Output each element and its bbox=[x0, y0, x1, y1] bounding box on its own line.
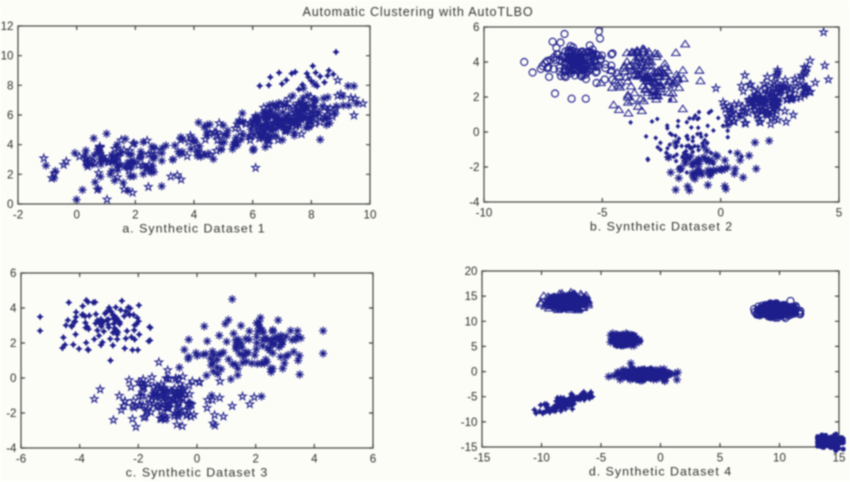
svg-text:6: 6 bbox=[7, 109, 13, 122]
svg-text:b. Synthetic Dataset 2: b. Synthetic Dataset 2 bbox=[590, 220, 733, 234]
svg-text:d. Synthetic Dataset 4: d. Synthetic Dataset 4 bbox=[589, 465, 732, 479]
svg-text:4: 4 bbox=[191, 209, 198, 222]
svg-text:12: 12 bbox=[1, 20, 14, 33]
svg-text:-5: -5 bbox=[597, 207, 607, 220]
svg-text:10: 10 bbox=[773, 452, 786, 465]
svg-text:15: 15 bbox=[465, 290, 478, 303]
svg-text:0: 0 bbox=[73, 209, 79, 222]
svg-text:6: 6 bbox=[10, 267, 16, 280]
svg-text:2: 2 bbox=[473, 91, 479, 104]
svg-text:8: 8 bbox=[308, 209, 314, 222]
svg-text:-10: -10 bbox=[533, 452, 550, 465]
svg-text:4: 4 bbox=[311, 453, 318, 466]
svg-text:c. Synthetic Dataset 3: c. Synthetic Dataset 3 bbox=[126, 466, 269, 480]
svg-text:-15: -15 bbox=[461, 441, 478, 454]
svg-text:2: 2 bbox=[132, 209, 138, 222]
svg-text:2: 2 bbox=[252, 453, 258, 466]
svg-text:6: 6 bbox=[473, 21, 479, 34]
svg-text:2: 2 bbox=[10, 337, 16, 350]
svg-text:2: 2 bbox=[7, 168, 13, 181]
svg-text:-2: -2 bbox=[6, 407, 16, 420]
svg-text:5: 5 bbox=[717, 452, 723, 465]
svg-text:6: 6 bbox=[370, 453, 376, 466]
svg-text:0: 0 bbox=[10, 372, 16, 385]
svg-text:-2: -2 bbox=[133, 453, 143, 466]
svg-text:a. Synthetic Dataset 1: a. Synthetic Dataset 1 bbox=[122, 222, 265, 236]
svg-text:15: 15 bbox=[833, 452, 846, 465]
svg-text:-5: -5 bbox=[596, 452, 606, 465]
svg-text:10: 10 bbox=[465, 315, 478, 328]
svg-text:0: 0 bbox=[194, 453, 200, 466]
svg-text:5: 5 bbox=[471, 340, 477, 353]
svg-text:10: 10 bbox=[1, 50, 14, 63]
svg-text:-2: -2 bbox=[13, 209, 23, 222]
svg-text:-6: -6 bbox=[16, 453, 26, 466]
svg-text:0: 0 bbox=[717, 207, 723, 220]
svg-text:-4: -4 bbox=[469, 196, 480, 209]
svg-text:4: 4 bbox=[7, 139, 14, 152]
svg-text:20: 20 bbox=[465, 265, 478, 278]
svg-text:6: 6 bbox=[249, 209, 255, 222]
svg-text:Automatic Clustering with Auto: Automatic Clustering with AutoTLBO bbox=[303, 5, 534, 19]
svg-text:8: 8 bbox=[7, 79, 13, 92]
svg-text:0: 0 bbox=[471, 366, 477, 379]
svg-text:4: 4 bbox=[10, 302, 17, 315]
svg-text:-2: -2 bbox=[469, 161, 479, 174]
svg-text:4: 4 bbox=[473, 56, 480, 69]
svg-text:0: 0 bbox=[657, 452, 663, 465]
svg-text:-5: -5 bbox=[467, 391, 477, 404]
svg-text:-4: -4 bbox=[75, 453, 86, 466]
svg-text:-15: -15 bbox=[474, 452, 491, 465]
svg-text:5: 5 bbox=[836, 207, 842, 220]
svg-text:-10: -10 bbox=[476, 207, 493, 220]
svg-text:10: 10 bbox=[364, 209, 377, 222]
svg-text:-10: -10 bbox=[461, 416, 478, 429]
svg-text:-4: -4 bbox=[6, 442, 17, 455]
svg-text:0: 0 bbox=[473, 126, 479, 139]
svg-text:0: 0 bbox=[7, 198, 13, 211]
